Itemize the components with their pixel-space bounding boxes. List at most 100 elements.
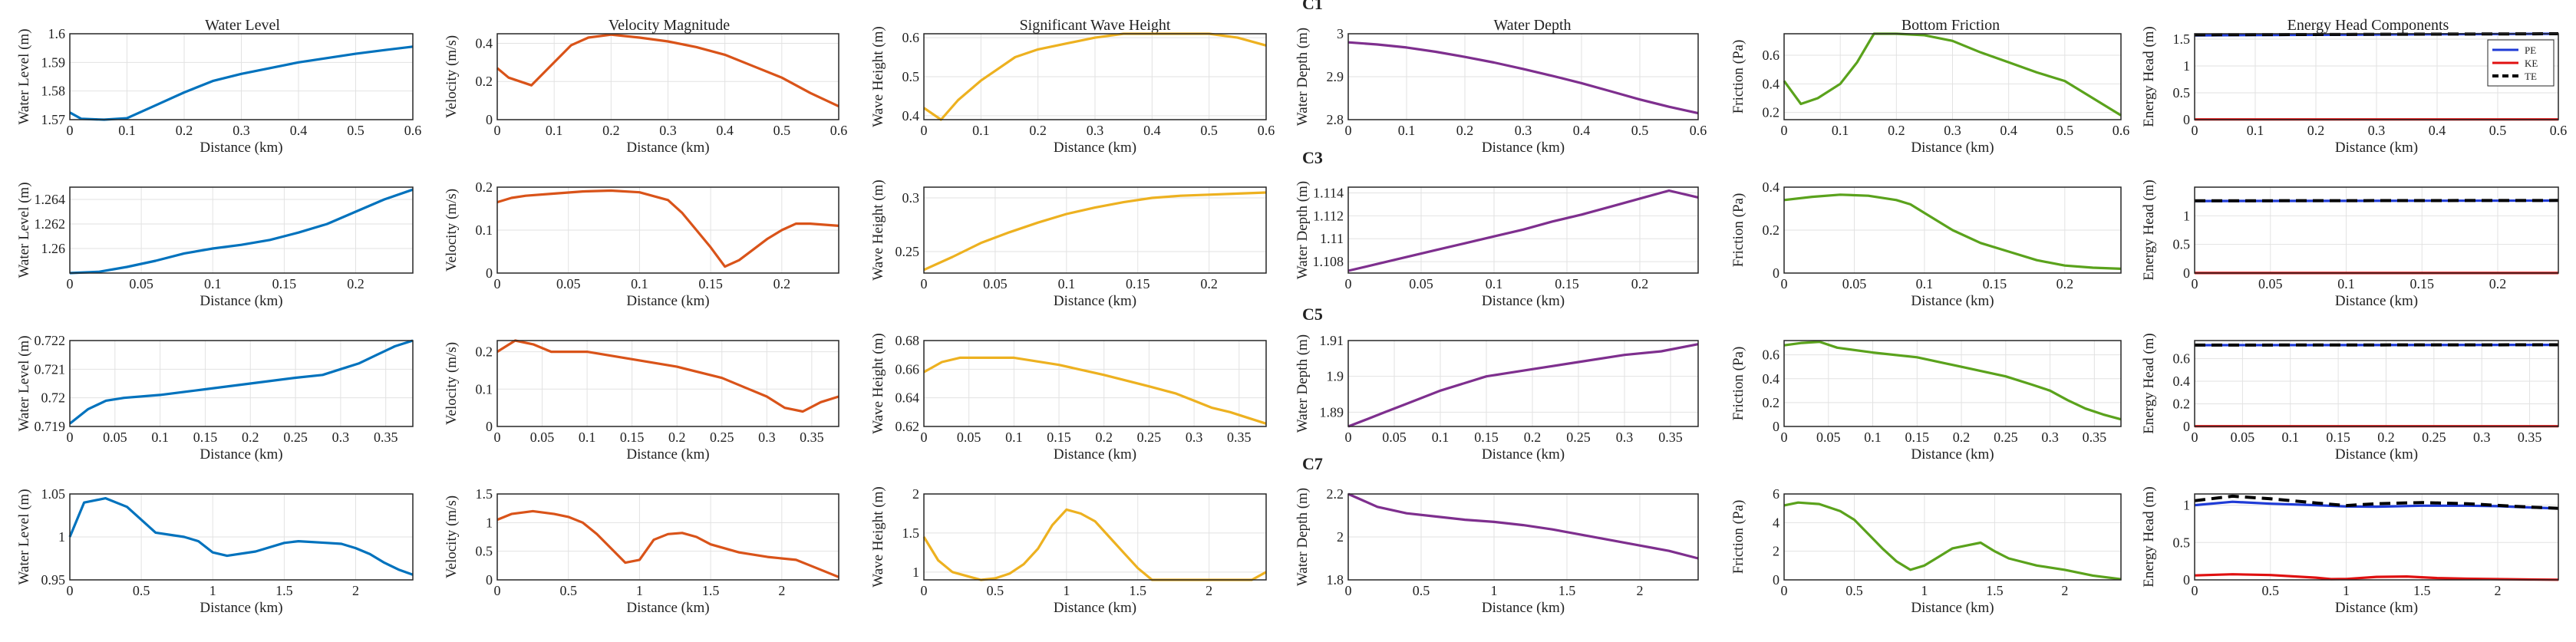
y-tick-label: 0.3: [902, 190, 920, 206]
x-tick-label: 2: [352, 583, 359, 598]
x-tick-label: 1.5: [1558, 583, 1576, 598]
chart-panel: 0 0.5 1 1.5 200.511.5Distance (km)Velocity (…: [444, 486, 839, 616]
x-tick-label: 0.1: [1832, 123, 1849, 138]
chart-panel: 0 0.05 0.1 0.15 0.2 0.25 0.3 0.350.620.640.660.…: [870, 333, 1266, 463]
column-title-water-level: Water Level: [205, 17, 280, 34]
x-tick-label: 1: [1491, 583, 1498, 598]
x-tick-label: 0.35: [2083, 430, 2107, 445]
x-tick-label: 0.15: [2410, 276, 2435, 291]
x-tick-label: 0: [1781, 430, 1788, 445]
y-tick-label: 0: [486, 265, 493, 281]
x-tick-label: 0.05: [1842, 276, 1867, 291]
x-tick-label: 0.5: [987, 583, 1004, 598]
y-tick-label: 2.9: [1327, 69, 1344, 84]
series-line-velocity: [497, 511, 839, 577]
x-tick-label: 1.5: [702, 583, 720, 598]
y-tick-label: 0.5: [902, 69, 920, 84]
x-tick-label: 0.6: [1258, 123, 1275, 138]
row-label-c7: C7: [1302, 454, 1323, 473]
x-tick-label: 0.4: [2000, 123, 2017, 138]
x-tick-label: 0.15: [1474, 430, 1499, 445]
y-tick-label: 1: [2183, 498, 2190, 513]
y-tick-label: 1: [2183, 58, 2190, 74]
x-tick-label: 2: [1206, 583, 1212, 598]
x-tick-label: 0.35: [374, 430, 398, 445]
y-tick-label: 1.5: [2173, 31, 2191, 47]
x-tick-label: 0: [1345, 430, 1352, 445]
y-tick-label: 4: [1773, 515, 1779, 530]
x-tick-label: 1: [209, 583, 216, 598]
plot-frame: [497, 494, 839, 580]
plot-frame: [924, 187, 1266, 273]
y-tick-label: 0.6: [2173, 351, 2191, 367]
chart-panels: 0 0.1 0.2 0.3 0.4 0.5 0.61.571.581.591.6Distan…: [16, 26, 2567, 616]
y-tick-label: 0.4: [2173, 374, 2191, 389]
y-axis-label: Water Depth (m): [1295, 28, 1311, 126]
x-tick-label: 2: [2061, 583, 2068, 598]
chart-panel: 0 0.1 0.2 0.3 0.4 0.5 0.6 1.57 1.58 1.59 1.6 Distan…: [16, 26, 421, 156]
plot-frame: [1784, 341, 2121, 426]
y-tick-label: 0.2: [1763, 105, 1780, 120]
x-tick-label: 0.3: [758, 430, 776, 445]
x-axis-label: Distance (km): [2335, 140, 2418, 156]
y-tick-label: 0.1: [476, 222, 493, 238]
y-tick-label: 0: [1773, 265, 1779, 281]
x-axis-label: Distance (km): [626, 293, 709, 309]
x-tick-label: 0.3: [1186, 430, 1203, 445]
series-line-velocity: [497, 191, 839, 267]
y-tick-label: 0.68: [895, 333, 920, 348]
y-axis-label: Energy Head (m): [2141, 486, 2157, 588]
x-tick-label: 0.2: [1953, 430, 1971, 445]
x-tick-label: 0.1: [972, 123, 990, 138]
y-tick-label: 1.9: [1327, 369, 1344, 384]
column-title-velocity: Velocity Magnitude: [609, 17, 730, 34]
x-tick-label: 0.6: [2550, 123, 2568, 138]
legend-label-te: TE: [2525, 71, 2537, 82]
x-tick-label: 0.5: [2489, 123, 2507, 138]
y-tick-label: 1: [2183, 208, 2190, 223]
y-tick-label: 0: [2183, 265, 2190, 281]
y-tick-label: 0.722: [35, 333, 66, 348]
y-tick-label: 1.262: [35, 216, 66, 232]
y-tick-label: 0.721: [35, 361, 66, 377]
column-title-friction: Bottom Friction: [1901, 17, 2000, 34]
x-tick-label: 0.3: [1944, 123, 1961, 138]
chart-panel: 0 0.1 0.2 0.3 0.4 0.5 0.60.20.40.6Distance (km…: [1730, 34, 2129, 156]
x-tick-label: 0.4: [1143, 123, 1161, 138]
y-tick-label: 1.8: [1327, 572, 1344, 588]
x-tick-label: 0.2: [1029, 123, 1047, 138]
x-tick-label: 0.05: [129, 276, 153, 291]
column-title-water-depth: Water Depth: [1493, 17, 1571, 34]
x-tick-label: 0.2: [2377, 430, 2395, 445]
y-axis-label: Water Level (m): [16, 489, 32, 584]
x-tick-label: 0.5: [1631, 123, 1649, 138]
x-tick-label: 0.15: [193, 430, 218, 445]
x-tick-label: 0.25: [2422, 430, 2446, 445]
x-tick-label: 0.2: [2489, 276, 2507, 291]
x-tick-label: 0.5: [1845, 583, 1863, 598]
plot-frame: [2195, 341, 2558, 426]
x-tick-label: 0.25: [1566, 430, 1591, 445]
plot-frame: [924, 494, 1266, 580]
y-axis-label: Water Depth (m): [1295, 181, 1311, 279]
x-axis-label: Distance (km): [200, 600, 282, 616]
y-tick-label: 1.91: [1320, 333, 1344, 348]
y-tick-label: 1.114: [1313, 185, 1344, 200]
x-tick-label: 0: [67, 276, 74, 291]
y-tick-label: 0: [486, 112, 493, 127]
y-tick-label: 0.4: [1763, 76, 1780, 91]
chart-panel: 0 0.05 0.1 0.15 0.2 0 0.1 0.2 Distance (km) Veloc…: [444, 179, 839, 309]
legend-label-ke: KE: [2525, 58, 2538, 69]
plot-frame: [924, 341, 1266, 426]
y-tick-label: 1: [912, 565, 919, 580]
column-title-wave-height: Significant Wave Height: [1020, 17, 1171, 34]
x-axis-label: Distance (km): [1911, 293, 1994, 309]
x-tick-label: 0.4: [1573, 123, 1591, 138]
x-tick-label: 0: [494, 583, 501, 598]
x-tick-label: 0.15: [1047, 430, 1071, 445]
x-axis-label: Distance (km): [200, 140, 282, 156]
y-tick-label: 3: [1337, 26, 1344, 41]
y-axis-label: Friction (Pa): [1730, 500, 1746, 575]
chart-panel: 0 0.5 1 1.5 211.52Distance (km)Wave Height (…: [870, 486, 1266, 616]
series-line-water-depth: [1348, 344, 1698, 426]
